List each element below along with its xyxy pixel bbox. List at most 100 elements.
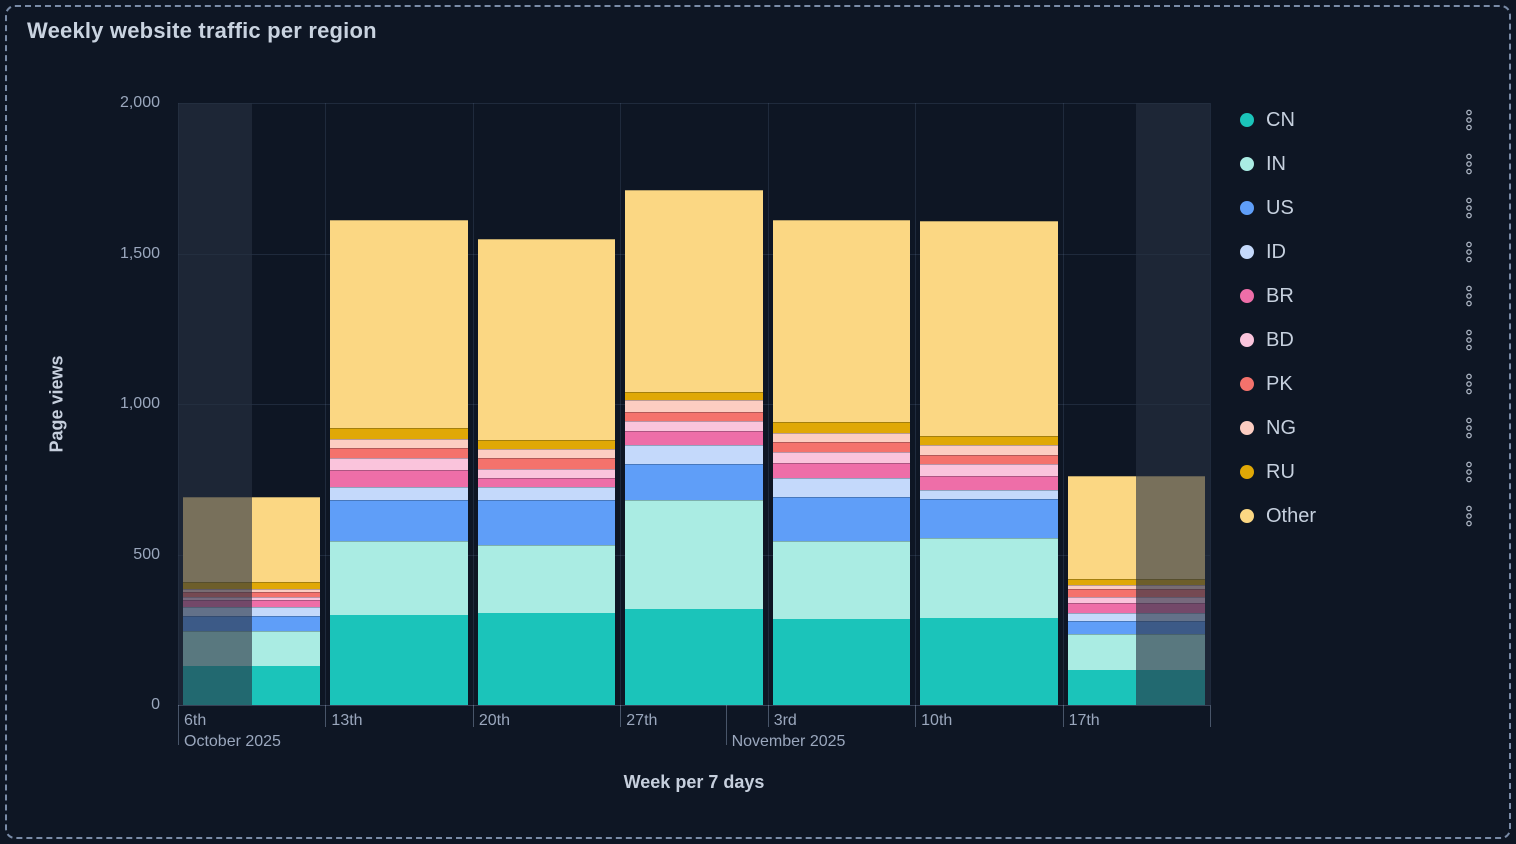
bar-segment-ng[interactable] bbox=[772, 432, 911, 442]
bar-segment-pk[interactable] bbox=[183, 592, 321, 597]
legend-item-id[interactable]: ID bbox=[1240, 237, 1476, 267]
bar-segment-bd[interactable] bbox=[183, 596, 321, 600]
legend-item-ru[interactable]: RU bbox=[1240, 457, 1476, 487]
bar-segment-br[interactable] bbox=[920, 476, 1058, 490]
bar-segment-us[interactable] bbox=[330, 500, 468, 541]
bar-segment-in[interactable] bbox=[477, 545, 616, 614]
bar-segment-id[interactable] bbox=[477, 486, 616, 501]
x-tick-label: 27th bbox=[626, 712, 658, 729]
bar-segment-id[interactable] bbox=[625, 444, 763, 465]
bar-segment-br[interactable] bbox=[477, 477, 616, 487]
kebab-menu-icon[interactable] bbox=[1464, 329, 1474, 351]
bar-segment-cn[interactable] bbox=[772, 619, 911, 705]
kebab-menu-icon[interactable] bbox=[1464, 109, 1474, 131]
bar-segment-cn[interactable] bbox=[920, 617, 1058, 705]
bar-week-20th[interactable] bbox=[477, 103, 616, 705]
x-month-label: October 2025 bbox=[184, 733, 281, 750]
bar-segment-in[interactable] bbox=[772, 540, 911, 620]
bar-segment-ng[interactable] bbox=[183, 589, 321, 593]
legend-item-cn[interactable]: CN bbox=[1240, 105, 1476, 135]
bar-segment-cn[interactable] bbox=[330, 614, 468, 705]
bar-segment-bd[interactable] bbox=[920, 464, 1058, 477]
kebab-menu-icon[interactable] bbox=[1464, 197, 1474, 219]
bar-segment-in[interactable] bbox=[625, 500, 763, 609]
bar-week-27th[interactable] bbox=[625, 103, 763, 705]
bar-segment-pk[interactable] bbox=[330, 447, 468, 459]
bar-segment-ru[interactable] bbox=[330, 428, 468, 439]
bar-segment-ng[interactable] bbox=[920, 444, 1058, 456]
bar-segment-id[interactable] bbox=[330, 486, 468, 501]
bar-segment-ru[interactable] bbox=[625, 392, 763, 400]
kebab-menu-icon[interactable] bbox=[1464, 461, 1474, 483]
kebab-menu-icon[interactable] bbox=[1464, 241, 1474, 263]
bar-segment-bd[interactable] bbox=[625, 420, 763, 432]
bar-week-3rd[interactable] bbox=[772, 103, 911, 705]
bar-segment-other[interactable] bbox=[772, 220, 911, 423]
legend-item-us[interactable]: US bbox=[1240, 193, 1476, 223]
bar-segment-id[interactable] bbox=[920, 489, 1058, 499]
bar-segment-ng[interactable] bbox=[330, 438, 468, 448]
legend-item-pk[interactable]: PK bbox=[1240, 369, 1476, 399]
legend-item-br[interactable]: BR bbox=[1240, 281, 1476, 311]
bar-segment-us[interactable] bbox=[477, 500, 616, 546]
bar-segment-pk[interactable] bbox=[920, 455, 1058, 465]
x-axis-tick bbox=[325, 705, 327, 727]
bar-segment-us[interactable] bbox=[625, 464, 763, 501]
bar-segment-us[interactable] bbox=[920, 498, 1058, 538]
bar-segment-id[interactable] bbox=[183, 607, 321, 617]
legend-color-dot bbox=[1240, 333, 1254, 347]
bar-segment-id[interactable] bbox=[772, 477, 911, 498]
bar-segment-ru[interactable] bbox=[1067, 578, 1205, 585]
bar-segment-bd[interactable] bbox=[330, 458, 468, 471]
x-month-label: November 2025 bbox=[731, 733, 846, 750]
legend-item-ng[interactable]: NG bbox=[1240, 413, 1476, 443]
kebab-menu-icon[interactable] bbox=[1464, 373, 1474, 395]
kebab-menu-icon[interactable] bbox=[1464, 153, 1474, 175]
bar-segment-ru[interactable] bbox=[477, 440, 616, 450]
kebab-menu-icon[interactable] bbox=[1464, 417, 1474, 439]
kebab-menu-icon[interactable] bbox=[1464, 285, 1474, 307]
bar-segment-other[interactable] bbox=[477, 238, 616, 441]
bar-segment-other[interactable] bbox=[920, 220, 1058, 436]
x-tick-label: 10th bbox=[921, 712, 953, 729]
bar-segment-pk[interactable] bbox=[772, 441, 911, 453]
legend-label: US bbox=[1266, 196, 1294, 219]
bar-segment-pk[interactable] bbox=[1067, 589, 1205, 597]
plot-area[interactable] bbox=[178, 103, 1211, 706]
bar-segment-ru[interactable] bbox=[772, 422, 911, 433]
bar-segment-cn[interactable] bbox=[625, 608, 763, 705]
bar-segment-br[interactable] bbox=[625, 431, 763, 445]
bar-segment-other[interactable] bbox=[330, 220, 468, 429]
legend-label: RU bbox=[1266, 460, 1295, 483]
bar-segment-ng[interactable] bbox=[625, 399, 763, 412]
bar-segment-br[interactable] bbox=[772, 462, 911, 478]
bar-week-13th[interactable] bbox=[330, 103, 468, 705]
bar-segment-in[interactable] bbox=[920, 537, 1058, 618]
bar-segment-bd[interactable] bbox=[1067, 596, 1205, 603]
kebab-menu-icon[interactable] bbox=[1464, 505, 1474, 527]
bar-segment-ru[interactable] bbox=[920, 435, 1058, 445]
bar-segment-ng[interactable] bbox=[1067, 584, 1205, 590]
x-axis-title: Week per 7 days bbox=[623, 772, 765, 792]
legend-item-other[interactable]: Other bbox=[1240, 501, 1476, 531]
bar-segment-in[interactable] bbox=[330, 540, 468, 615]
bar-segment-bd[interactable] bbox=[477, 468, 616, 478]
bar-segment-br[interactable] bbox=[183, 599, 321, 608]
bar-segment-cn[interactable] bbox=[477, 613, 616, 705]
bar-segment-ng[interactable] bbox=[477, 449, 616, 459]
legend-item-bd[interactable]: BD bbox=[1240, 325, 1476, 355]
bar-segment-br[interactable] bbox=[1067, 602, 1205, 614]
bar-segment-us[interactable] bbox=[772, 497, 911, 541]
bar-segment-other[interactable] bbox=[625, 190, 763, 393]
bar-segment-pk[interactable] bbox=[477, 458, 616, 469]
bar-week-10th[interactable] bbox=[920, 103, 1058, 705]
bar-segment-bd[interactable] bbox=[772, 452, 911, 463]
legend-color-dot bbox=[1240, 377, 1254, 391]
legend-item-in[interactable]: IN bbox=[1240, 149, 1476, 179]
bar-segment-id[interactable] bbox=[1067, 613, 1205, 621]
bar-segment-br[interactable] bbox=[330, 470, 468, 487]
x-tick-label: 20th bbox=[478, 712, 510, 729]
bar-segment-ru[interactable] bbox=[183, 581, 321, 590]
bar-segment-pk[interactable] bbox=[625, 411, 763, 421]
